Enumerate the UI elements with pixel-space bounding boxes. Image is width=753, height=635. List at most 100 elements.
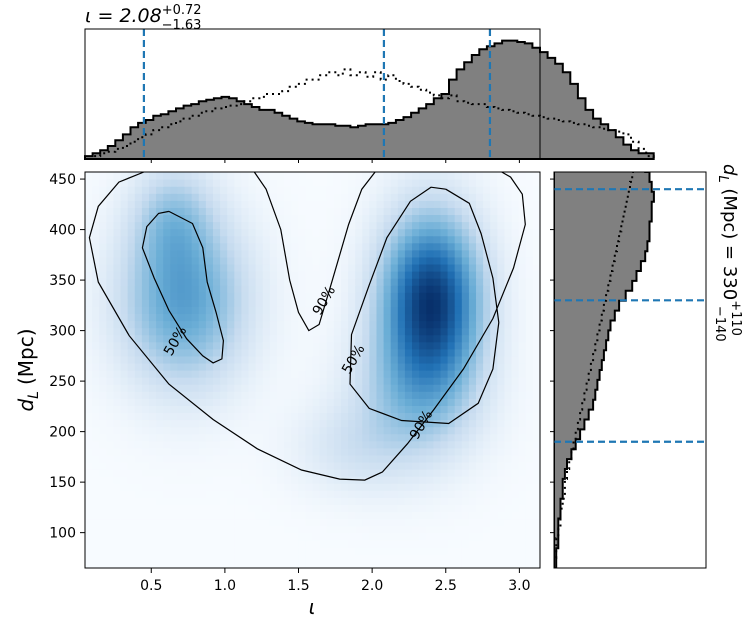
heatmap-cell [461, 249, 470, 258]
heatmap-cell [376, 440, 385, 449]
heatmap-cell [305, 207, 314, 216]
heatmap-cell [397, 235, 406, 244]
heatmap-cell [504, 221, 513, 230]
heatmap-cell [461, 476, 470, 484]
heatmap-cell [369, 539, 378, 548]
heatmap-cell [518, 362, 527, 371]
heatmap-cell [241, 497, 250, 505]
heatmap-cell [92, 299, 100, 307]
heatmap-cell [163, 447, 171, 456]
heatmap-cell [120, 419, 129, 428]
heatmap-cell [305, 370, 314, 378]
heatmap-cell [525, 469, 534, 477]
heatmap-cell [291, 334, 299, 343]
heatmap-cell [191, 207, 200, 216]
heatmap-cell [120, 362, 129, 371]
heatmap-cell [490, 200, 498, 208]
heatmap-cell [412, 362, 420, 371]
heatmap-cell [241, 278, 250, 286]
heatmap-cell [319, 504, 328, 513]
heatmap-cell [440, 440, 449, 449]
heatmap-cell [163, 334, 171, 343]
heatmap-cell [291, 405, 299, 414]
heatmap-cell [369, 419, 378, 428]
heatmap-cell [362, 490, 370, 498]
heatmap-cell [148, 525, 157, 534]
heatmap-cell [298, 539, 306, 548]
heatmap-cell [333, 348, 342, 357]
heatmap-cell [120, 271, 129, 279]
heatmap-cell [184, 285, 193, 293]
heatmap-cell [269, 235, 278, 244]
heatmap-cell [454, 490, 463, 498]
heatmap-cell [412, 405, 420, 414]
heatmap-cell [234, 560, 243, 569]
heatmap-cell [127, 440, 136, 449]
heatmap-cell [262, 341, 271, 350]
heatmap-cell [156, 412, 164, 421]
heatmap-cell [369, 334, 378, 343]
heatmap-cell [177, 172, 186, 180]
heatmap-cell [220, 249, 228, 258]
heatmap-cell [433, 490, 442, 498]
heatmap-cell [376, 271, 385, 279]
heatmap-cell [305, 391, 314, 399]
heatmap-cell [120, 355, 129, 364]
heatmap-cell [269, 341, 278, 350]
heatmap-cell [412, 433, 420, 442]
heatmap-cell [369, 391, 378, 399]
heatmap-cell [120, 525, 129, 534]
heatmap-cell [255, 412, 264, 421]
heatmap-cell [326, 285, 335, 293]
heatmap-cell [383, 490, 392, 498]
heatmap-cell [433, 511, 442, 520]
heatmap-cell [113, 256, 122, 265]
heatmap-cell [355, 490, 363, 498]
heatmap-cell [412, 447, 420, 456]
heatmap-cell [312, 221, 321, 230]
heatmap-cell [99, 228, 107, 237]
heatmap-cell [220, 292, 228, 300]
heatmap-cell [369, 263, 378, 272]
heatmap-cell [319, 412, 328, 421]
heatmap-cell [447, 426, 456, 435]
heatmap-cell [269, 278, 278, 286]
heatmap-cell [148, 320, 157, 329]
heatmap-cell [177, 362, 186, 371]
heatmap-cell [340, 398, 349, 406]
heatmap-cell [518, 228, 527, 237]
heatmap-cell [177, 334, 186, 343]
heatmap-cell [241, 412, 250, 421]
heatmap-cell [298, 461, 306, 470]
heatmap-cell [483, 299, 491, 307]
heatmap-cell [291, 320, 299, 329]
heatmap-cell [454, 214, 463, 223]
heatmap-cell [191, 179, 200, 187]
heatmap-cell [227, 362, 235, 371]
heatmap-cell [191, 221, 200, 230]
heatmap-cell [127, 355, 136, 364]
heatmap-cell [134, 179, 143, 187]
heatmap-cell [476, 490, 484, 498]
heatmap-cell [397, 426, 406, 435]
heatmap-cell [333, 511, 342, 520]
heatmap-cell [234, 377, 243, 385]
heatmap-cell [248, 172, 257, 180]
heatmap-cell [220, 398, 228, 406]
heatmap-cell [184, 362, 193, 371]
heatmap-cell [383, 391, 392, 399]
heatmap-cell [376, 334, 385, 343]
heatmap-cell [276, 447, 285, 456]
heatmap-cell [255, 511, 264, 520]
heatmap-cell [241, 249, 250, 258]
heatmap-cell [163, 497, 171, 505]
heatmap-cell [134, 256, 143, 265]
heatmap-cell [483, 447, 491, 456]
heatmap-cell [220, 447, 228, 456]
heatmap-cell [333, 440, 342, 449]
heatmap-cell [255, 193, 264, 201]
heatmap-cell [525, 214, 534, 223]
heatmap-cell [369, 306, 378, 315]
heatmap-cell [220, 377, 228, 385]
heatmap-cell [340, 242, 349, 251]
